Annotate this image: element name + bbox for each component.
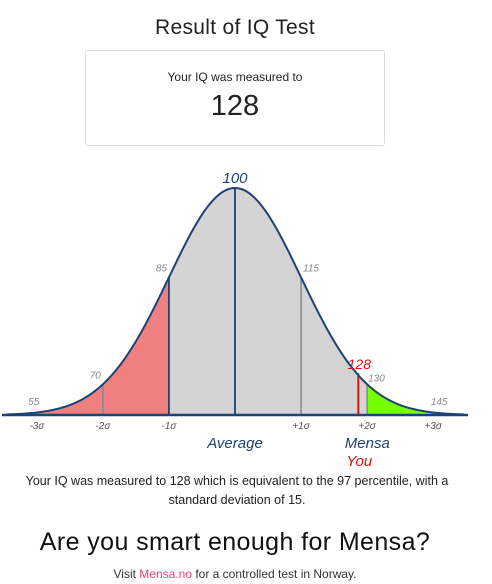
mensa-area bbox=[367, 384, 464, 415]
sigma-label-+1σ: +1σ bbox=[292, 421, 310, 432]
mensa-label: Mensa bbox=[345, 435, 390, 452]
sigma-label-+2σ: +2σ bbox=[358, 421, 376, 432]
score-label-115: 115 bbox=[303, 263, 319, 274]
result-card: Your IQ was measured to 128 bbox=[85, 50, 385, 146]
sigma-label-+3σ: +3σ bbox=[424, 421, 442, 432]
score-label-100: 100 bbox=[222, 170, 248, 187]
bell-curve-svg: 55 70 85 100 115 130 145 -3σ -2σ -1σ +1σ +2σ +3σ 128 A… bbox=[2, 170, 468, 470]
footer-suffix: for a controlled test in Norway. bbox=[191, 567, 357, 581]
footer-text: Visit Mensa.no for a controlled test in … bbox=[0, 567, 470, 581]
iq-bell-curve-chart: 55 70 85 100 115 130 145 -3σ -2σ -1σ +1σ +2σ +3σ 128 A… bbox=[0, 160, 470, 470]
curve-line bbox=[5, 186, 465, 416]
user-score-label: 128 bbox=[348, 356, 372, 372]
score-label-85: 85 bbox=[156, 263, 168, 274]
score-label-145: 145 bbox=[431, 397, 448, 408]
score-label-130: 130 bbox=[368, 373, 385, 384]
sigma-label--3σ: -3σ bbox=[29, 421, 45, 432]
result-summary: Your IQ was measured to 128 which is equ… bbox=[25, 474, 449, 507]
you-label: You bbox=[346, 453, 373, 470]
average-label: Average bbox=[206, 435, 263, 452]
score-label-70: 70 bbox=[90, 370, 102, 381]
score-label-55: 55 bbox=[28, 397, 40, 408]
mensa-link[interactable]: Mensa.no bbox=[139, 567, 192, 581]
sigma-label--2σ: -2σ bbox=[95, 421, 111, 432]
page-title: Result of IQ Test bbox=[155, 16, 315, 39]
footer-prefix: Visit bbox=[113, 567, 140, 581]
sigma-label--1σ: -1σ bbox=[161, 421, 177, 432]
iq-score-value: 128 bbox=[210, 90, 260, 122]
mensa-headline: Are you smart enough for Mensa? bbox=[39, 528, 431, 556]
result-label: Your IQ was measured to bbox=[167, 70, 303, 84]
below-average-area bbox=[6, 277, 169, 415]
